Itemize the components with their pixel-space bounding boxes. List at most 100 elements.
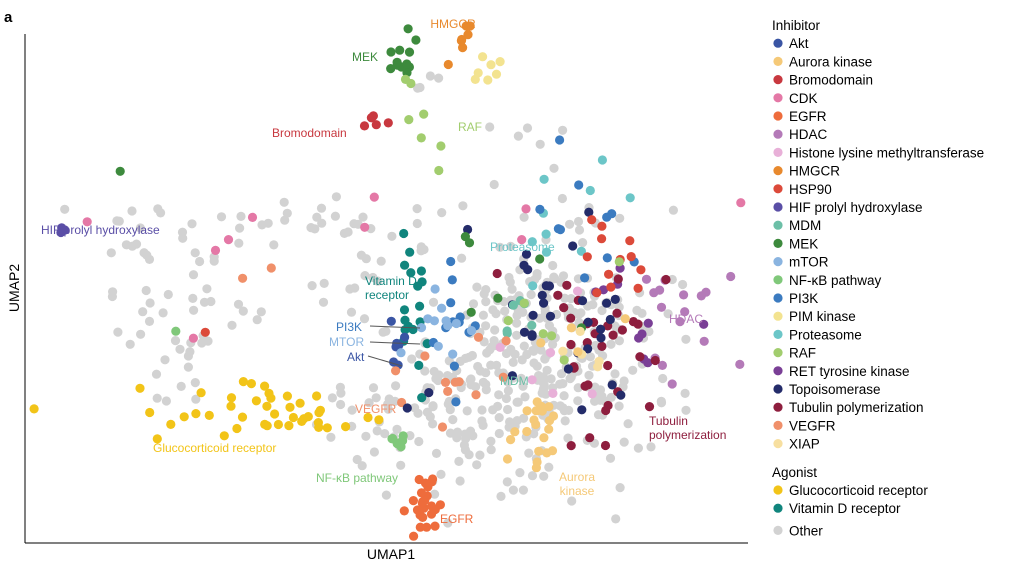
- scatter-point: [171, 326, 181, 336]
- scatter-point: [528, 310, 538, 320]
- scatter-point: [736, 198, 746, 208]
- scatter-point: [433, 341, 443, 351]
- scatter-point: [407, 354, 417, 364]
- scatter-point: [568, 241, 578, 251]
- scatter-point: [411, 35, 421, 45]
- scatter-point: [312, 391, 322, 401]
- scatter-point: [679, 290, 689, 300]
- pi3k-leader-line: [369, 325, 421, 329]
- scatter-point: [585, 433, 595, 443]
- scatter-point: [610, 369, 620, 379]
- scatter-point: [614, 336, 625, 346]
- scatter-point: [446, 256, 456, 267]
- scatter-point: [397, 397, 407, 408]
- scatter-point: [582, 252, 592, 262]
- scatter-point: [668, 205, 679, 215]
- scatter-point: [369, 447, 379, 457]
- scatter-point: [485, 122, 495, 132]
- scatter-point: [405, 247, 415, 257]
- scatter-point: [597, 341, 607, 351]
- legend-label: RET tyrosine kinase: [789, 364, 910, 379]
- scatter-point: [200, 327, 210, 337]
- cluster-label: Bromodomain: [272, 126, 347, 140]
- scatter-point: [527, 471, 538, 481]
- scatter-point: [531, 419, 541, 430]
- scatter-point: [511, 318, 522, 328]
- scatter-point: [573, 286, 583, 296]
- cluster-label: HDAC: [669, 312, 703, 326]
- scatter-point: [412, 505, 423, 515]
- scatter-point: [542, 448, 552, 458]
- scatter-point: [236, 211, 246, 221]
- scatter-point: [479, 289, 489, 299]
- scatter-point: [633, 283, 643, 293]
- scatter-point: [503, 316, 513, 326]
- scatter-point: [527, 330, 537, 340]
- scatter-point: [464, 238, 475, 248]
- scatter-point: [540, 354, 550, 364]
- scatter-point: [600, 440, 611, 451]
- scatter-point: [610, 294, 620, 304]
- scatter-point: [681, 334, 691, 344]
- cluster-label: Proteasome: [490, 240, 555, 254]
- scatter-point: [478, 52, 488, 62]
- scatter-point: [256, 307, 266, 317]
- scatter-point: [495, 342, 505, 352]
- scatter-point: [463, 224, 473, 235]
- scatter-point: [519, 260, 529, 270]
- scatter-point: [144, 254, 155, 264]
- scatter-point: [445, 428, 456, 438]
- scatter-point: [428, 402, 438, 412]
- scatter-point: [644, 326, 654, 337]
- legend-swatch: [773, 402, 783, 412]
- scatter-point: [496, 491, 506, 501]
- scatter-point: [612, 308, 622, 318]
- scatter-point: [369, 192, 379, 202]
- scatter-point: [420, 366, 430, 376]
- scatter-point: [566, 323, 577, 333]
- cluster-label: HIF prolyl hydroxylase: [41, 223, 160, 237]
- scatter-point: [183, 362, 193, 372]
- scatter-point: [560, 416, 570, 426]
- scatter-point: [449, 361, 459, 371]
- scatter-point: [251, 396, 261, 406]
- scatter-point: [675, 317, 685, 327]
- scatter-point: [566, 339, 576, 350]
- scatter-point: [113, 327, 123, 337]
- scatter-point: [534, 446, 544, 456]
- scatter-point: [270, 409, 280, 419]
- legend-swatch: [773, 257, 783, 267]
- scatter-point: [584, 370, 594, 380]
- scatter-point: [574, 225, 585, 235]
- scatter-point: [416, 266, 426, 276]
- scatter-point: [187, 219, 197, 229]
- scatter-point: [527, 375, 537, 385]
- y-axis-title: UMAP2: [6, 264, 22, 312]
- scatter-point: [363, 412, 373, 423]
- scatter-point: [318, 297, 329, 307]
- scatter-point: [399, 506, 409, 516]
- scatter-point: [396, 348, 406, 358]
- scatter-point: [166, 419, 176, 429]
- scatter-point: [524, 448, 534, 458]
- scatter-point: [605, 453, 616, 463]
- cluster-label: RAF: [458, 120, 482, 134]
- scatter-point: [519, 413, 529, 423]
- scatter-point: [197, 338, 207, 348]
- scatter-point: [597, 305, 607, 316]
- scatter-point: [175, 344, 185, 354]
- scatter-point: [388, 433, 398, 444]
- scatter-point: [538, 329, 548, 339]
- scatter-point: [423, 314, 433, 324]
- scatter-point: [396, 460, 406, 470]
- scatter-point: [486, 436, 496, 446]
- scatter-point: [545, 348, 556, 358]
- scatter-point: [597, 155, 608, 165]
- legend-label: PIM kinase: [789, 309, 856, 324]
- scatter-point: [503, 386, 513, 396]
- scatter-point: [463, 29, 473, 40]
- scatter-point: [500, 306, 510, 316]
- cluster-label: MEK: [352, 50, 378, 64]
- scatter-point: [607, 380, 617, 390]
- scatter-point: [508, 357, 518, 367]
